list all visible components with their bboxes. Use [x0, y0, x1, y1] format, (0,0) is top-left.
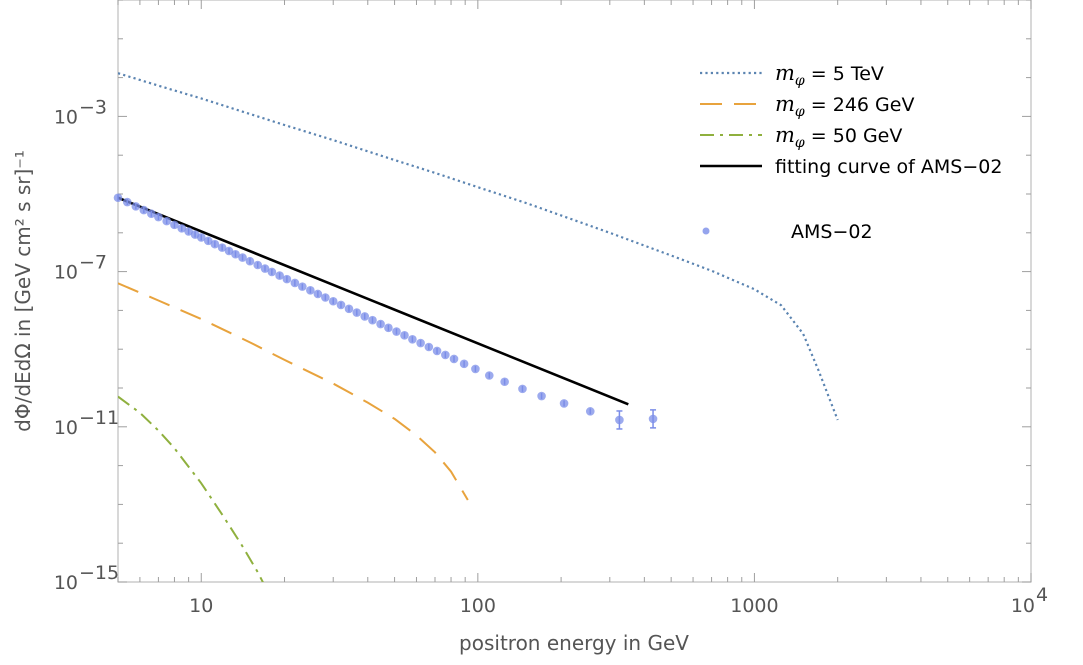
scatter-point [267, 267, 277, 277]
scatter-point [392, 327, 401, 336]
scatter-point [177, 224, 187, 233]
plot-frame [117, 0, 1032, 583]
scatter-point [484, 371, 494, 380]
scatter-point [282, 274, 292, 284]
scatter-point [585, 407, 595, 416]
legend-label-3: fitting curve of AMS−02 [775, 156, 1002, 178]
legend-label-scatter: AMS−02 [791, 221, 873, 243]
scatter-point [648, 414, 658, 424]
series-line-3 [118, 196, 629, 406]
scatter-layer [113, 193, 658, 430]
y-tick-label: 10 [54, 417, 78, 439]
scatter-point [260, 264, 270, 273]
scatter-point [217, 243, 227, 252]
y-tick-label-exp: −11 [79, 407, 119, 429]
scatter-point [196, 233, 206, 242]
scatter-point [384, 323, 393, 333]
scatter-point [306, 285, 315, 295]
scatter-point [500, 377, 509, 387]
scatter-point [170, 220, 179, 230]
scatter-point [368, 315, 377, 325]
scatter-point [290, 278, 300, 288]
scatter-point [313, 289, 323, 299]
series-layer [118, 72, 839, 582]
scatter-point [238, 253, 247, 262]
scatter-point [203, 236, 213, 246]
x-tick-label: 10 [189, 595, 213, 617]
y-tick-label-exp: −7 [79, 252, 107, 274]
series-line-2 [118, 395, 264, 582]
scatter-point [184, 227, 193, 236]
scatter-point [147, 209, 156, 219]
legend: mφ = 5 TeV mφ = 246 GeV mφ = 50 GeV fitting… [700, 61, 1002, 243]
scatter-point [615, 415, 624, 425]
legend-label-1: mφ = 246 GeV [775, 92, 914, 120]
legend-swatch-scatter [702, 227, 710, 235]
scatter-point [344, 304, 354, 314]
y-tick-label: 10 [54, 572, 78, 594]
scatter-point [321, 293, 330, 302]
scatter-point [424, 342, 434, 352]
scatter-point [518, 384, 527, 394]
scatter-point [245, 256, 255, 266]
scatter-point [131, 202, 141, 211]
scatter-point [471, 364, 480, 374]
scatter-point [154, 212, 163, 222]
y-tick-label-exp: −3 [79, 96, 107, 118]
scatter-point [459, 359, 469, 369]
x-tick-label-exp: 4 [1036, 584, 1048, 606]
scatter-point [253, 260, 263, 270]
scatter-point [122, 197, 132, 207]
scatter-point [360, 312, 370, 321]
scatter-point [408, 334, 417, 344]
x-axis-label: positron energy in GeV [459, 631, 689, 655]
y-tick-label: 10 [54, 106, 78, 128]
scatter-point [210, 239, 220, 249]
y-tick-label: 10 [54, 262, 78, 284]
y-axis-label: dΦ/dEdΩ in [GeV cm² s sr]⁻¹ [11, 150, 35, 432]
scatter-point [376, 319, 385, 329]
scatter-point [224, 246, 234, 256]
scatter-point [231, 249, 240, 259]
scatter-point [352, 308, 362, 317]
scatter-point [400, 331, 409, 340]
x-tick-label: 10 [1011, 595, 1035, 617]
series-line-0 [118, 72, 839, 421]
scatter-point [449, 354, 459, 364]
series-line-1 [118, 282, 469, 501]
scatter-point [336, 300, 346, 310]
scatter-point [162, 216, 172, 226]
scatter-point [432, 346, 442, 356]
scatter-point [298, 282, 307, 291]
scatter-point [328, 296, 338, 306]
scatter-point [441, 350, 450, 360]
x-tick-label: 100 [460, 595, 496, 617]
x-tick-label: 1000 [730, 595, 778, 617]
scatter-point [559, 399, 569, 408]
scatter-point [139, 205, 149, 215]
scatter-point [275, 271, 284, 280]
legend-label-0: mφ = 5 TeV [775, 61, 884, 89]
axis-ticks [117, 0, 1032, 583]
scatter-point [537, 391, 546, 401]
scatter-point [416, 338, 425, 348]
y-tick-label-exp: −15 [79, 562, 119, 584]
scatter-point [113, 193, 123, 203]
legend-label-2: mφ = 50 GeV [775, 123, 902, 151]
